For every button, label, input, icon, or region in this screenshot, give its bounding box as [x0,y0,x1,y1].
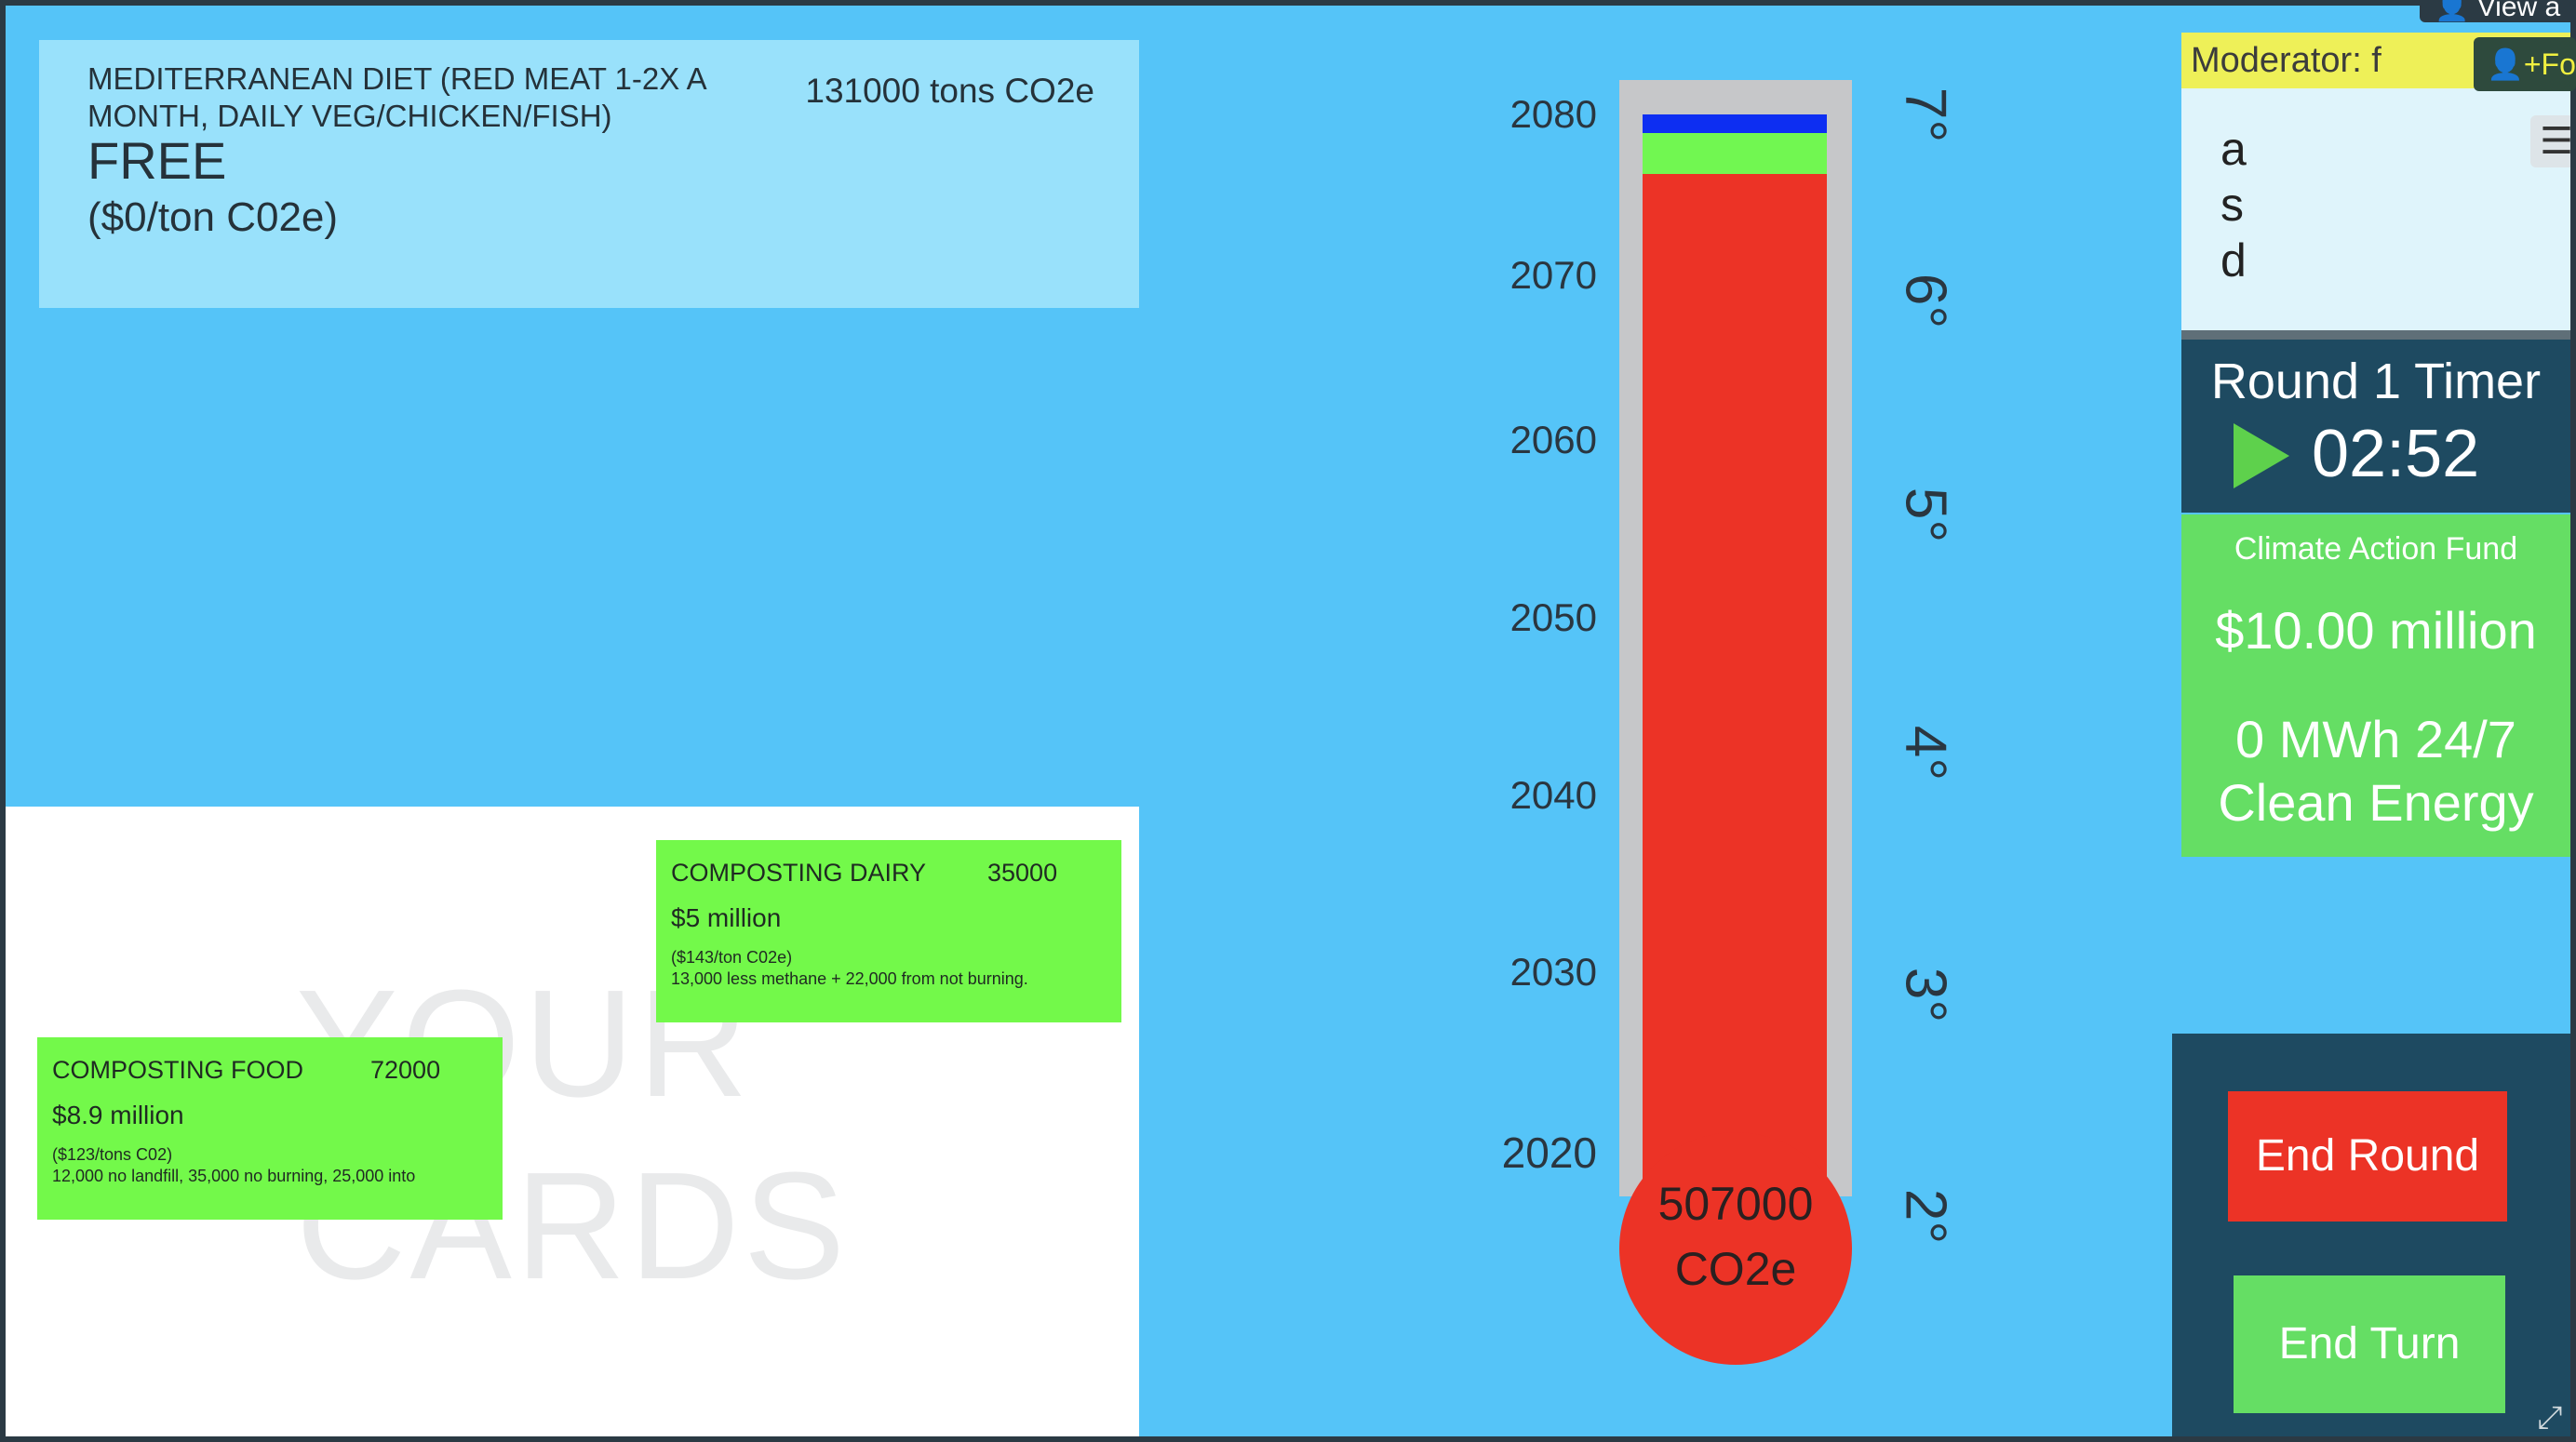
card-tons: 131000 tons CO2e [805,72,1094,110]
card-note-detail: 13,000 less methane + 22,000 from not bu… [671,969,1028,988]
hand-area: YOUR CARDS COMPOSTING DAIRY 35000 $5 mil… [6,807,1139,1436]
chat-line: a [2220,123,2247,175]
card-composting-dairy[interactable]: COMPOSTING DAIRY 35000 $5 million ($143/… [656,840,1121,1022]
played-card-mediterranean-diet[interactable]: MEDITERRANEAN DIET (RED MEAT 1-2X A MONT… [39,40,1139,308]
year-label: 2080 [1509,92,1597,136]
thermometer-red-segment [1643,174,1827,1188]
view-all-button[interactable]: 👤 View a [2420,0,2576,22]
game-board: MEDITERRANEAN DIET (RED MEAT 1-2X A MONT… [6,6,2570,1436]
card-note: ($123/tons C02) 12,000 no landfill, 35,0… [52,1144,415,1187]
degree-label: 4° [1893,725,1958,781]
chat-line: s [2220,179,2244,231]
user-icon: 👤 [2435,0,2477,22]
card-note: ($143/ton C02e) 13,000 less methane + 22… [671,947,1028,990]
year-label: 2040 [1509,773,1597,817]
thermometer-unit: CO2e [1674,1243,1797,1295]
end-round-button[interactable]: End Round [2228,1091,2507,1222]
card-note-rate: ($143/ton C02e) [671,948,793,967]
degree-label: 3° [1893,967,1958,1023]
chat-line: d [2220,234,2247,287]
card-value: 72000 [370,1056,441,1084]
thermometer-green-segment [1643,133,1827,174]
turn-controls: End Round End Turn [2172,1034,2570,1436]
follow-label: Fol [2541,47,2576,81]
card-title: MEDITERRANEAN DIET (RED MEAT 1-2X A MONT… [87,61,705,133]
timer-value: 02:52 [2312,417,2480,491]
climate-action-fund: Climate Action Fund $10.00 million 0 MWh… [2181,514,2570,857]
card-price: $8.9 million [52,1101,184,1129]
moderator-label: Moderator: f [2191,41,2381,80]
year-label: 2060 [1509,418,1597,461]
card-composting-food[interactable]: COMPOSTING FOOD 72000 $8.9 million ($123… [37,1037,503,1220]
view-all-label: View a [2476,0,2561,22]
fullscreen-icon[interactable]: ⤢ [2537,1400,2563,1435]
card-cost: FREE [87,131,227,190]
timer-title: Round 1 Timer [2210,354,2542,409]
add-user-icon: 👤+ [2487,47,2542,81]
card-title: COMPOSTING DAIRY [671,859,927,887]
end-turn-button[interactable]: End Turn [2234,1275,2505,1413]
round-timer: Round 1 Timer 02:52 [2181,340,2570,513]
card-note-rate: ($123/tons C02) [52,1145,173,1164]
play-icon[interactable] [2234,423,2289,488]
degree-label: 6° [1893,273,1958,329]
card-price: $5 million [671,903,782,932]
year-label: 2050 [1509,595,1597,639]
thermometer-blue-segment [1643,114,1827,133]
year-label: 2020 [1501,1128,1597,1177]
card-rate: ($0/ton C02e) [87,194,339,240]
card-title: COMPOSTING FOOD [52,1056,303,1084]
degree-label: 2° [1893,1188,1958,1245]
degree-label: 5° [1893,487,1958,543]
year-label: 2070 [1509,253,1597,297]
card-value: 35000 [987,859,1058,887]
card-note-detail: 12,000 no landfill, 35,000 no burning, 2… [52,1167,416,1185]
fund-energy: 0 MWh 24/7 Clean Energy [2218,710,2534,832]
fund-title: Climate Action Fund [2234,531,2518,567]
fund-amount: $10.00 million [2215,601,2537,660]
menu-icon[interactable]: ☰ [2530,115,2570,167]
follow-button[interactable]: 👤+Fol [2474,37,2576,91]
thermometer-bulb: 507000 CO2e [1619,1132,1852,1365]
chat-panel: a s d [2181,88,2570,340]
year-label: 2030 [1509,950,1597,994]
degree-label: 7° [1893,87,1958,143]
thermometer-value: 507000 [1657,1178,1814,1230]
